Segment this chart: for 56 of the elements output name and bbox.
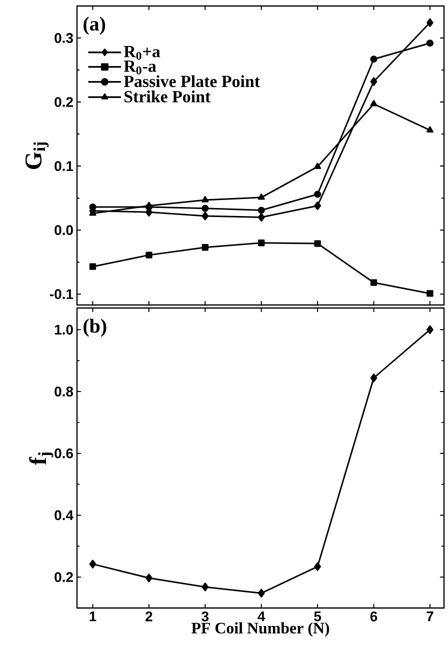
point [202, 196, 209, 202]
point [146, 574, 152, 582]
x-tick-label: 3 [202, 612, 209, 622]
point [202, 212, 209, 220]
point [426, 126, 434, 133]
point [370, 279, 378, 286]
y-tick-label: -0.1 [50, 289, 74, 300]
point [258, 212, 265, 222]
point [145, 202, 152, 208]
y-axis-title: f$_{j}$ [29, 452, 54, 465]
y-axis-title: G$_{ij}$ [25, 142, 49, 169]
point [146, 252, 152, 258]
point [370, 100, 378, 106]
y-tick-label: 0.1 [54, 161, 74, 171]
point [202, 244, 208, 251]
y-tick-label: 0.4 [54, 510, 74, 520]
point [89, 263, 96, 270]
legend-label: Strike Point [124, 90, 211, 102]
annotation: (a) [84, 16, 106, 35]
point [426, 18, 434, 27]
y-tick-label: 0.2 [54, 572, 73, 582]
x-tick-label: 7 [426, 612, 434, 622]
point [89, 560, 96, 568]
y-tick-label: 1.0 [54, 324, 73, 335]
legend-label: Passive Plate Point [124, 75, 260, 88]
point [258, 240, 265, 246]
point [258, 206, 265, 214]
point [202, 204, 209, 212]
point [426, 325, 434, 334]
annotation: (b) [84, 318, 106, 337]
y-tick-label: 0.2 [54, 97, 73, 107]
point [202, 582, 209, 592]
x-tick-label: 5 [314, 612, 322, 622]
point [370, 77, 378, 86]
x-tick-label: 6 [370, 612, 378, 622]
y-tick-label: 0.3 [54, 33, 73, 43]
point [426, 40, 434, 47]
point [314, 240, 321, 247]
x-tick-label: 2 [146, 612, 152, 622]
point [314, 562, 321, 571]
y-tick-label: 0.0 [54, 225, 73, 236]
legend-label: R$_{0}$+a [124, 46, 160, 60]
y-tick-label: 0.8 [54, 386, 74, 396]
point [258, 588, 265, 598]
legend-label: R$_{0}$-a [124, 60, 156, 74]
point [314, 201, 321, 210]
point [370, 374, 378, 382]
point [370, 56, 378, 63]
x-axis-title: PF Coil Number (N) [191, 622, 330, 637]
x-tick-label: 4 [258, 612, 266, 622]
point [314, 190, 322, 198]
point [258, 193, 265, 200]
y-tick-label: 0.6 [54, 448, 73, 458]
point [426, 290, 434, 297]
point [314, 162, 322, 170]
x-tick-label: 1 [90, 612, 96, 622]
